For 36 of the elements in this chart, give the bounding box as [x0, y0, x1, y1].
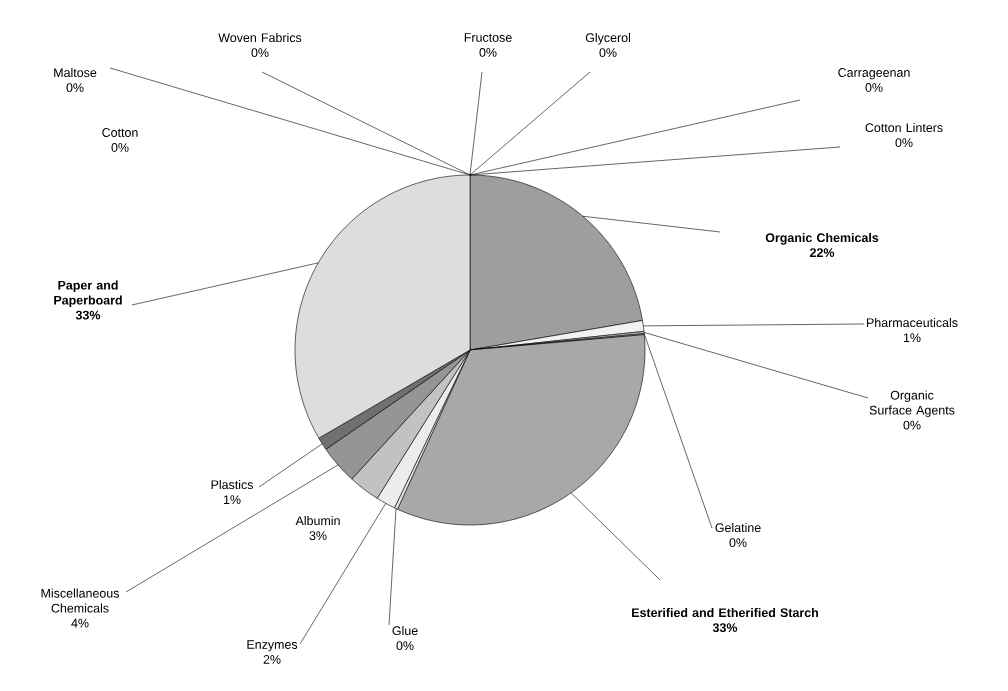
data-label: 0%: [729, 538, 747, 548]
slice-label: Organic Surface Agents: [869, 390, 955, 418]
slice-label: Plastics: [211, 479, 254, 490]
data-label: 3%: [309, 531, 327, 541]
data-label: 0%: [396, 641, 414, 651]
slice-label: Gelatine: [715, 522, 761, 533]
category-label: Fructose: [464, 33, 512, 42]
slice-label: Organic Chemicals: [765, 232, 879, 245]
text: 0%: [599, 48, 617, 58]
category-label: Cotton: [102, 128, 138, 137]
slice-label: Glue: [392, 625, 418, 636]
data-label: 1%: [223, 495, 241, 505]
data-label: 33%: [712, 623, 738, 633]
category-label: Cotton Linters: [865, 122, 943, 133]
slice-label: Enzymes: [247, 640, 298, 652]
slice-label: Albumin: [295, 515, 340, 526]
text: 0%: [111, 143, 129, 152]
category-label: Maltose: [54, 67, 97, 78]
text: 0%: [251, 48, 269, 58]
data-label: 1%: [903, 333, 921, 343]
category-label: Carrageenan: [838, 68, 910, 80]
category-label: Glycerol: [585, 32, 631, 45]
data-label: 22%: [809, 248, 835, 258]
slice-label: Pharmaceuticals: [866, 317, 958, 328]
text: 0%: [479, 48, 497, 57]
text: 0%: [66, 83, 84, 93]
category-label: Woven Fabrics: [218, 32, 302, 43]
data-label: 2%: [263, 655, 281, 664]
data-label: 33%: [75, 310, 101, 320]
slice-label: Miscellaneous Chemicals: [41, 588, 119, 613]
data-label: 4%: [71, 618, 89, 628]
text: 0%: [865, 83, 883, 92]
text: 0%: [895, 138, 913, 148]
slice-label: Paper and Paperboard: [54, 280, 122, 308]
slice-label: Esterified and Etherified Starch: [632, 607, 818, 618]
data-label: 0%: [903, 420, 921, 430]
